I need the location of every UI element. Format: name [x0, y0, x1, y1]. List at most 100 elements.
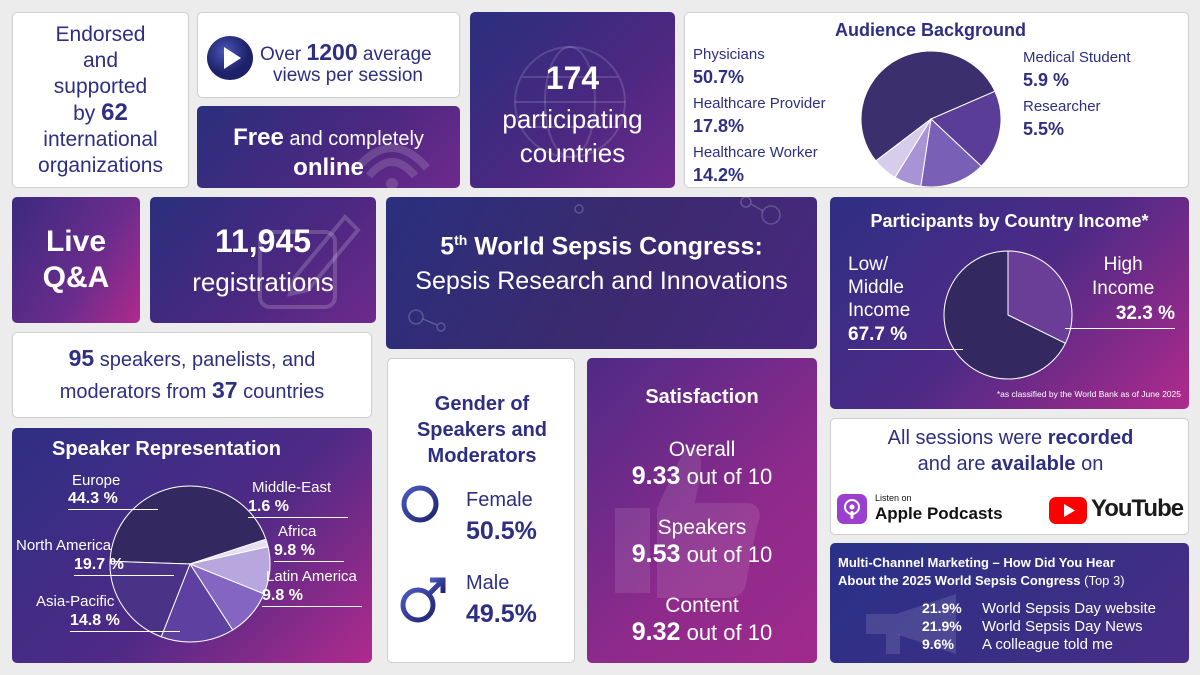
marketing-pct-1: 21.9% — [922, 600, 962, 616]
congress-line2: Sepsis Research and Innovations — [415, 267, 788, 295]
endorsed-line3: supported — [53, 74, 148, 98]
marketing-pct-2: 21.9% — [922, 618, 962, 634]
speaker-slice-europe — [109, 485, 267, 565]
rep-label-middle-east: Middle-East — [252, 479, 332, 496]
views-text-line2: views per session — [273, 65, 423, 86]
speakers-line1: 95 speakers, panelists, and — [68, 345, 316, 371]
speakers-line2: moderators from 37 countries — [59, 377, 325, 403]
female-icon — [401, 485, 439, 544]
speaker-rep-title: Speaker Representation — [52, 438, 281, 460]
audience-label-student: Medical Student — [1023, 49, 1131, 66]
rep-value-europe: 44.3 % — [68, 490, 158, 511]
audience-card: Audience Background Physicians 50.7% Hea… — [684, 12, 1189, 188]
congress-card: 5th World Sepsis Congress: Sepsis Resear… — [386, 197, 817, 349]
free-line1: Free and completely — [233, 124, 424, 151]
thumbs-up-icon — [615, 447, 760, 598]
income-low-value: 67.7 % — [848, 324, 963, 350]
female-label: Female — [466, 489, 533, 511]
countries-card: 174 participating countries — [470, 12, 675, 188]
sat-overall-score: 9.33 out of 10 — [631, 462, 773, 490]
male-value: 49.5% — [466, 600, 537, 628]
audience-value-physicians: 50.7% — [693, 67, 745, 87]
rep-label-europe: Europe — [72, 472, 121, 489]
endorsed-line4: by 62 — [73, 98, 128, 126]
marketing-label-2: World Sepsis Day News — [982, 618, 1143, 635]
rep-value-asia-pacific: 14.8 % — [70, 612, 180, 633]
rep-value-middle-east: 1.6 % — [248, 498, 348, 519]
podcast-big-label: Apple Podcasts — [875, 504, 1003, 523]
speaker-slice-north-america — [109, 560, 191, 638]
apple-podcasts-badge[interactable]: Listen on Apple Podcasts — [837, 493, 1009, 527]
registrations-number: 11,945 — [214, 223, 312, 259]
income-high-label: High Income — [1092, 254, 1155, 299]
wifi-icon — [353, 144, 431, 188]
countries-number: 174 — [545, 60, 600, 96]
free-card: Free and completely online — [197, 106, 460, 188]
audience-title: Audience Background — [835, 20, 1027, 40]
sat-speakers-score: 9.53 out of 10 — [631, 540, 773, 568]
gender-title: Gender of Speakers and Moderators — [416, 393, 548, 467]
income-slice-high-income — [1007, 250, 1073, 345]
registrations-label: registrations — [192, 267, 334, 297]
rep-value-north-america: 19.7 % — [74, 556, 174, 577]
income-card: Participants by Country Income* Low/Midd… — [830, 197, 1189, 409]
audience-slice-researcher — [875, 118, 932, 178]
audience-label-worker: Healthcare Worker — [693, 144, 818, 161]
marketing-pct-3: 9.6% — [922, 636, 954, 652]
income-pie — [943, 250, 1073, 380]
globe-icon — [514, 46, 626, 158]
sat-content-label: Content — [665, 594, 739, 617]
marketing-title-line2: About the 2025 World Sepsis Congress (To… — [838, 573, 1125, 588]
income-low-label: Low/Middle Income — [848, 254, 911, 321]
speaker-rep-card: Speaker Representation Europe 44.3 % Mid… — [12, 428, 372, 663]
male-icon — [400, 577, 446, 623]
audience-value-researcher: 5.5% — [1023, 119, 1065, 139]
rep-label-africa: Africa — [278, 523, 317, 540]
income-footnote: *as classified by the World Bank as of J… — [996, 389, 1181, 399]
male-label: Male — [466, 572, 510, 594]
live-qa-card: Live Q&A — [12, 197, 140, 323]
audience-label-researcher: Researcher — [1023, 98, 1101, 115]
marketing-card: Multi-Channel Marketing – How Did You He… — [830, 543, 1189, 663]
income-slice-low-middle-income — [943, 250, 1067, 380]
speakers-card: 95 speakers, panelists, and moderators f… — [12, 332, 372, 418]
satisfaction-title: Satisfaction — [645, 386, 759, 408]
edit-icon — [258, 214, 361, 309]
marketing-label-3: A colleague told me — [982, 636, 1113, 653]
audience-slice-healthcare-worker — [920, 117, 983, 187]
endorsed-line5: international — [43, 127, 158, 151]
registrations-card: 11,945 registrations — [150, 197, 376, 323]
recorded-line1: All sessions were recorded — [887, 427, 1134, 449]
rep-label-asia-pacific: Asia-Pacific — [36, 593, 115, 610]
views-text-line1: Over 1200 average — [260, 39, 432, 65]
endorsed-card: Endorsed and supported by 62 internation… — [12, 12, 189, 188]
rep-label-latin-america: Latin America — [266, 568, 357, 585]
youtube-badge[interactable]: YouTube — [1049, 493, 1184, 527]
podcast-small-label: Listen on — [875, 493, 912, 503]
audience-value-student: 5.9 % — [1023, 70, 1070, 90]
endorsed-line2: and — [82, 48, 119, 72]
income-title: Participants by Country Income* — [870, 211, 1149, 231]
recorded-card: All sessions were recorded and are avail… — [830, 418, 1189, 535]
audience-label-physicians: Physicians — [693, 46, 765, 63]
countries-line2: countries — [519, 138, 626, 168]
audience-pie — [860, 50, 1002, 187]
audience-label-provider: Healthcare Provider — [693, 95, 826, 112]
megaphone-icon — [866, 594, 956, 654]
rep-value-africa: 9.8 % — [274, 542, 344, 563]
satisfaction-card: Satisfaction Overall 9.33 out of 10 Spea… — [587, 358, 817, 663]
audience-value-worker: 14.2% — [693, 165, 745, 185]
female-value: 50.5% — [466, 517, 537, 545]
play-icon — [206, 35, 254, 86]
congress-line1: 5th World Sepsis Congress: — [440, 232, 763, 261]
youtube-label: YouTube — [1091, 495, 1184, 522]
podcast-icon — [837, 494, 867, 524]
sat-content-score: 9.32 out of 10 — [631, 618, 773, 646]
countries-line1: participating — [502, 104, 643, 134]
audience-slice-healthcare-provider — [930, 90, 1002, 167]
recorded-line2: and are available on — [917, 453, 1104, 475]
audience-slice-physicians — [860, 50, 996, 162]
endorsed-line1: Endorsed — [55, 22, 146, 46]
youtube-icon — [1049, 497, 1087, 524]
marketing-title-line1: Multi-Channel Marketing – How Did You He… — [838, 555, 1115, 570]
